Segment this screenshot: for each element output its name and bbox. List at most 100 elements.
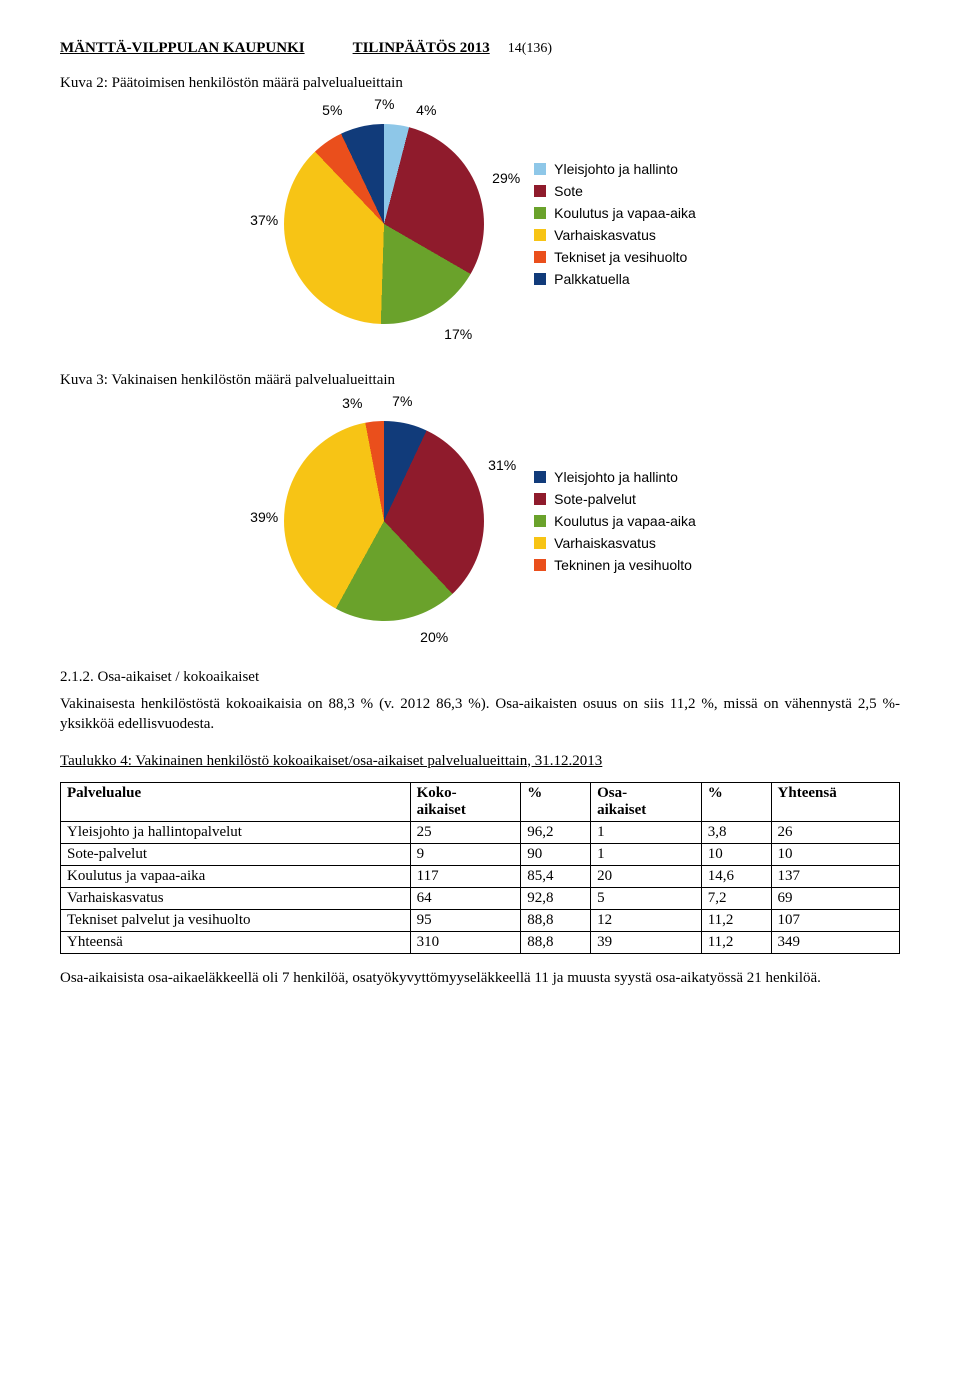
pie-slice-label: 5% <box>322 102 342 118</box>
table-cell: 20 <box>591 865 702 887</box>
legend-item: Sote <box>534 183 696 199</box>
pie-slice-label: 7% <box>374 96 394 112</box>
table-cell: 95 <box>410 909 521 931</box>
section-heading: 2.1.2. Osa-aikaiset / kokoaikaiset <box>60 669 900 686</box>
table-cell: 12 <box>591 909 702 931</box>
legend-item: Yleisjohto ja hallinto <box>534 161 696 177</box>
table4: PalvelualueKoko-aikaiset%Osa-aikaiset%Yh… <box>60 782 900 954</box>
header-org: MÄNTTÄ-VILPPULAN KAUPUNKI <box>60 40 305 57</box>
legend-item: Yleisjohto ja hallinto <box>534 469 696 485</box>
legend-swatch <box>534 273 546 285</box>
legend-swatch <box>534 515 546 527</box>
table-cell: 137 <box>771 865 899 887</box>
pie-slice-label: 31% <box>488 457 516 473</box>
chart1-pie <box>284 124 484 324</box>
legend-swatch <box>534 207 546 219</box>
chart1-area: 4%7%29%17%37%5% Yleisjohto ja hallinto So… <box>160 104 800 344</box>
table-header-cell: Osa-aikaiset <box>591 782 702 821</box>
legend-item: Koulutus ja vapaa-aika <box>534 513 696 529</box>
table-header-cell: % <box>521 782 591 821</box>
table-cell: 90 <box>521 843 591 865</box>
legend-swatch <box>534 185 546 197</box>
table-cell: 26 <box>771 821 899 843</box>
chart2-area: 7%3%31%20%39% Yleisjohto ja hallintoSote… <box>160 401 800 641</box>
table-cell: 88,8 <box>521 909 591 931</box>
table-cell: Yhteensä <box>61 931 411 953</box>
table-cell: 1 <box>591 843 702 865</box>
legend-item: Varhaiskasvatus <box>534 535 696 551</box>
table-row: Varhaiskasvatus6492,857,269 <box>61 887 900 909</box>
legend-label: Varhaiskasvatus <box>554 535 656 551</box>
legend-swatch <box>534 559 546 571</box>
table-cell: Yleisjohto ja hallintopalvelut <box>61 821 411 843</box>
table-cell: Sote-palvelut <box>61 843 411 865</box>
table-header-cell: Palvelualue <box>61 782 411 821</box>
pie-slice-label: 17% <box>444 326 472 342</box>
header-page: 14(136) <box>508 41 552 57</box>
kuva3-caption: Kuva 3: Vakinaisen henkilöstön määrä pal… <box>60 372 900 389</box>
table-cell: 107 <box>771 909 899 931</box>
table-cell: 5 <box>591 887 702 909</box>
table-cell: Koulutus ja vapaa-aika <box>61 865 411 887</box>
table-row: Koulutus ja vapaa-aika11785,42014,6137 <box>61 865 900 887</box>
legend-label: Varhaiskasvatus <box>554 227 656 243</box>
legend-label: Koulutus ja vapaa-aika <box>554 205 696 221</box>
legend-item: Tekninen ja vesihuolto <box>534 557 696 573</box>
table-caption: Taulukko 4: Vakinainen henkilöstö kokoai… <box>60 753 900 770</box>
table-cell: 1 <box>591 821 702 843</box>
header-title: TILINPÄÄTÖS 2013 <box>353 40 490 57</box>
pie-slice-label: 39% <box>250 509 278 525</box>
table-row: Yleisjohto ja hallintopalvelut2596,213,8… <box>61 821 900 843</box>
pie-slice-label: 29% <box>492 170 520 186</box>
chart1-legend: Yleisjohto ja hallinto Sote Koulutus ja va… <box>534 161 696 287</box>
table-row: Tekniset palvelut ja vesihuolto9588,8121… <box>61 909 900 931</box>
table-cell: 3,8 <box>701 821 771 843</box>
legend-label: Sote <box>554 183 583 199</box>
table-cell: 88,8 <box>521 931 591 953</box>
kuva2-caption: Kuva 2: Päätoimisen henkilöstön määrä pa… <box>60 75 900 92</box>
pie-slice-label: 20% <box>420 629 448 645</box>
table-cell: 64 <box>410 887 521 909</box>
table-cell: 10 <box>771 843 899 865</box>
table-cell: 14,6 <box>701 865 771 887</box>
table-row: Sote-palvelut99011010 <box>61 843 900 865</box>
chart1-pie-wrap: 4%7%29%17%37%5% <box>264 104 504 344</box>
table-header-cell: % <box>701 782 771 821</box>
table-cell: 69 <box>771 887 899 909</box>
table-cell: 92,8 <box>521 887 591 909</box>
table-cell: 9 <box>410 843 521 865</box>
pie-slice-label: 4% <box>416 102 436 118</box>
table-cell: 96,2 <box>521 821 591 843</box>
legend-item: Tekniset ja vesihuolto <box>534 249 696 265</box>
table-cell: 10 <box>701 843 771 865</box>
legend-swatch <box>534 163 546 175</box>
pie-slice-label: 37% <box>250 212 278 228</box>
chart2-legend: Yleisjohto ja hallintoSote-palvelutKoulu… <box>534 469 696 573</box>
legend-label: Palkkatuella <box>554 271 630 287</box>
table-cell: 7,2 <box>701 887 771 909</box>
legend-label: Koulutus ja vapaa-aika <box>554 513 696 529</box>
legend-label: Yleisjohto ja hallinto <box>554 161 678 177</box>
legend-item: Koulutus ja vapaa-aika <box>534 205 696 221</box>
chart2-pie-wrap: 7%3%31%20%39% <box>264 401 504 641</box>
pie-slice-label: 3% <box>342 395 362 411</box>
table-cell: Tekniset palvelut ja vesihuolto <box>61 909 411 931</box>
table-cell: 117 <box>410 865 521 887</box>
chart2-pie <box>284 421 484 621</box>
legend-swatch <box>534 229 546 241</box>
legend-label: Tekniset ja vesihuolto <box>554 249 687 265</box>
pie-slice-label: 7% <box>392 393 412 409</box>
table-cell: 349 <box>771 931 899 953</box>
legend-item: Varhaiskasvatus <box>534 227 696 243</box>
table-cell: Varhaiskasvatus <box>61 887 411 909</box>
table-row: Yhteensä31088,83911,2349 <box>61 931 900 953</box>
legend-item: Palkkatuella <box>534 271 696 287</box>
legend-swatch <box>534 471 546 483</box>
table-cell: 11,2 <box>701 909 771 931</box>
table-cell: 11,2 <box>701 931 771 953</box>
legend-swatch <box>534 537 546 549</box>
body-para-1: Vakinaisesta henkilöstöstä kokoaikaisia … <box>60 694 900 735</box>
legend-swatch <box>534 251 546 263</box>
body-para-2: Osa-aikaisista osa-aikaeläkkeellä oli 7 … <box>60 968 900 988</box>
legend-label: Yleisjohto ja hallinto <box>554 469 678 485</box>
